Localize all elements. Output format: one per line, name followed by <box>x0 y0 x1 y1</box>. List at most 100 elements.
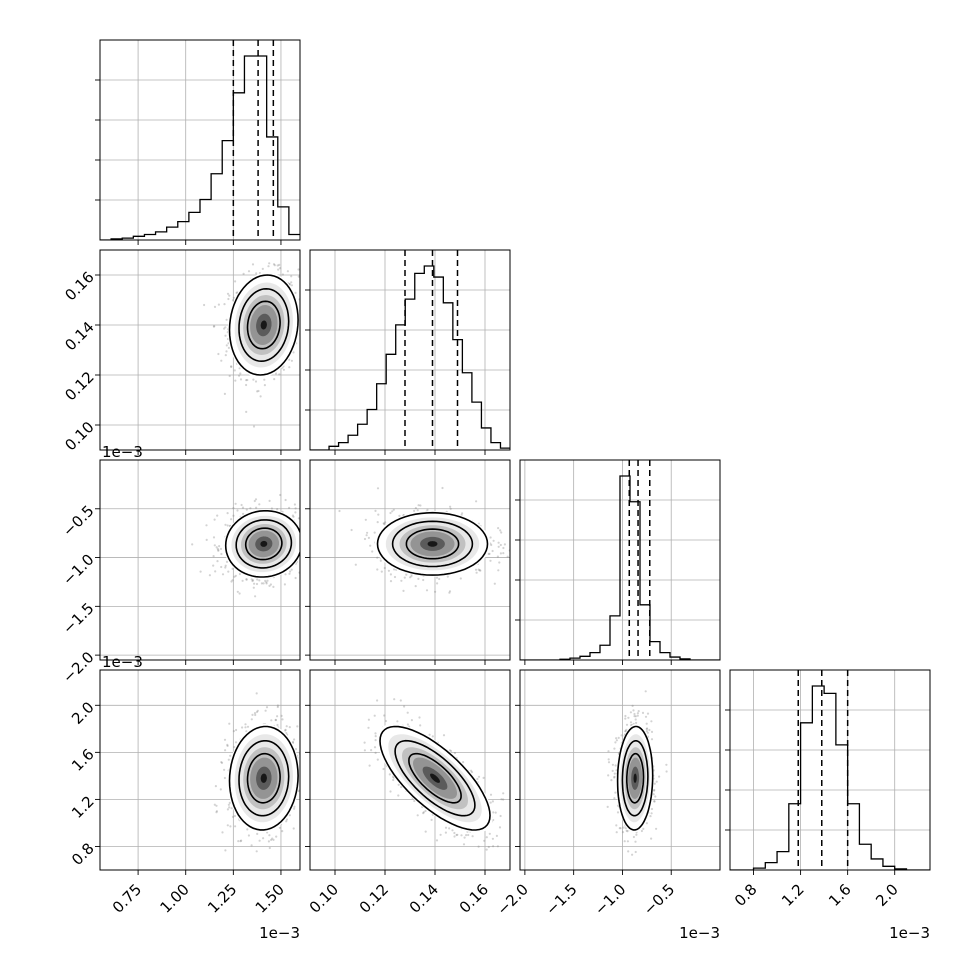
sample-point <box>231 815 235 819</box>
sample-point <box>191 543 194 546</box>
sample-point <box>611 763 615 766</box>
sample-point <box>262 582 265 585</box>
sample-point <box>221 573 225 576</box>
sample-point <box>235 728 238 732</box>
sample-point <box>290 568 293 571</box>
sample-point <box>392 508 395 511</box>
sample-point <box>502 792 505 795</box>
sample-point <box>225 344 228 347</box>
sample-point <box>376 521 379 524</box>
sample-point <box>220 565 223 569</box>
sample-point <box>374 751 377 755</box>
sample-point <box>231 567 234 570</box>
sample-point <box>461 512 464 515</box>
sample-point <box>483 839 486 842</box>
sample-point <box>245 379 248 382</box>
sample-point <box>290 359 293 362</box>
sample-point <box>502 552 505 555</box>
sample-point <box>225 560 229 564</box>
sample-point <box>268 834 271 837</box>
sample-point <box>266 579 269 582</box>
sample-point <box>303 523 305 525</box>
panel-frame <box>99 459 301 661</box>
sample-point <box>276 723 279 727</box>
sample-point <box>199 570 202 573</box>
sample-point <box>256 709 259 712</box>
sample-point <box>367 726 370 729</box>
sample-point <box>274 372 278 375</box>
sample-point <box>223 392 226 395</box>
sample-point <box>228 722 231 725</box>
sample-point <box>413 799 416 803</box>
sample-point <box>490 543 493 547</box>
density-panel <box>191 493 305 598</box>
density-level <box>427 541 438 547</box>
sample-point <box>219 547 223 551</box>
sample-point <box>274 719 277 722</box>
sample-point <box>615 739 619 742</box>
sample-point <box>393 575 397 579</box>
sample-point <box>368 764 371 767</box>
sample-point <box>278 373 281 376</box>
sample-point <box>223 738 227 741</box>
contour-line <box>238 287 290 363</box>
sample-point <box>627 850 630 853</box>
sample-point <box>276 508 279 511</box>
sample-point <box>374 735 377 738</box>
sample-point <box>230 365 233 368</box>
sample-point <box>382 522 385 525</box>
sample-point <box>288 572 291 575</box>
histogram <box>100 40 300 240</box>
sample-point <box>302 342 304 344</box>
contour-line <box>246 752 281 804</box>
sample-point <box>455 833 458 837</box>
sample-point <box>366 531 369 534</box>
panel-frame <box>309 249 511 451</box>
contour-line <box>235 519 293 569</box>
sample-point <box>284 728 287 732</box>
sample-point <box>291 514 294 517</box>
sample-point <box>212 325 215 328</box>
sample-point <box>632 709 635 712</box>
sample-point <box>495 834 498 838</box>
sample-point <box>245 383 248 387</box>
sample-point <box>233 369 236 372</box>
sample-point <box>213 305 217 308</box>
sample-point <box>426 508 429 511</box>
sample-point <box>245 508 248 511</box>
sample-point <box>388 773 391 776</box>
sample-point <box>288 726 291 729</box>
sample-point <box>254 713 257 717</box>
sample-point <box>256 832 259 836</box>
sample-point <box>367 536 370 540</box>
sample-point <box>422 812 425 815</box>
sample-point <box>233 746 236 749</box>
sample-point <box>277 268 280 271</box>
sample-point <box>417 504 420 507</box>
density-level <box>260 320 267 330</box>
sample-point <box>233 575 236 578</box>
sample-point <box>205 538 208 542</box>
sample-point <box>236 509 239 512</box>
sample-point <box>373 714 376 717</box>
sample-point <box>224 354 227 357</box>
sample-point <box>500 531 503 534</box>
sample-point <box>276 264 279 267</box>
sample-point <box>250 578 253 581</box>
contour-line <box>244 527 283 561</box>
sample-point <box>310 324 312 326</box>
sample-point <box>436 582 439 585</box>
sample-point <box>642 827 645 831</box>
sample-point <box>376 556 379 559</box>
sample-point <box>389 790 392 793</box>
sample-point <box>419 504 422 507</box>
sample-point <box>270 507 273 510</box>
sample-point <box>409 576 412 579</box>
sample-point <box>300 546 302 548</box>
density-panel <box>606 690 668 856</box>
sample-point <box>470 769 473 772</box>
sample-point <box>245 578 248 581</box>
sample-point <box>279 493 282 497</box>
sample-point <box>229 754 232 757</box>
sample-point <box>255 244 257 246</box>
